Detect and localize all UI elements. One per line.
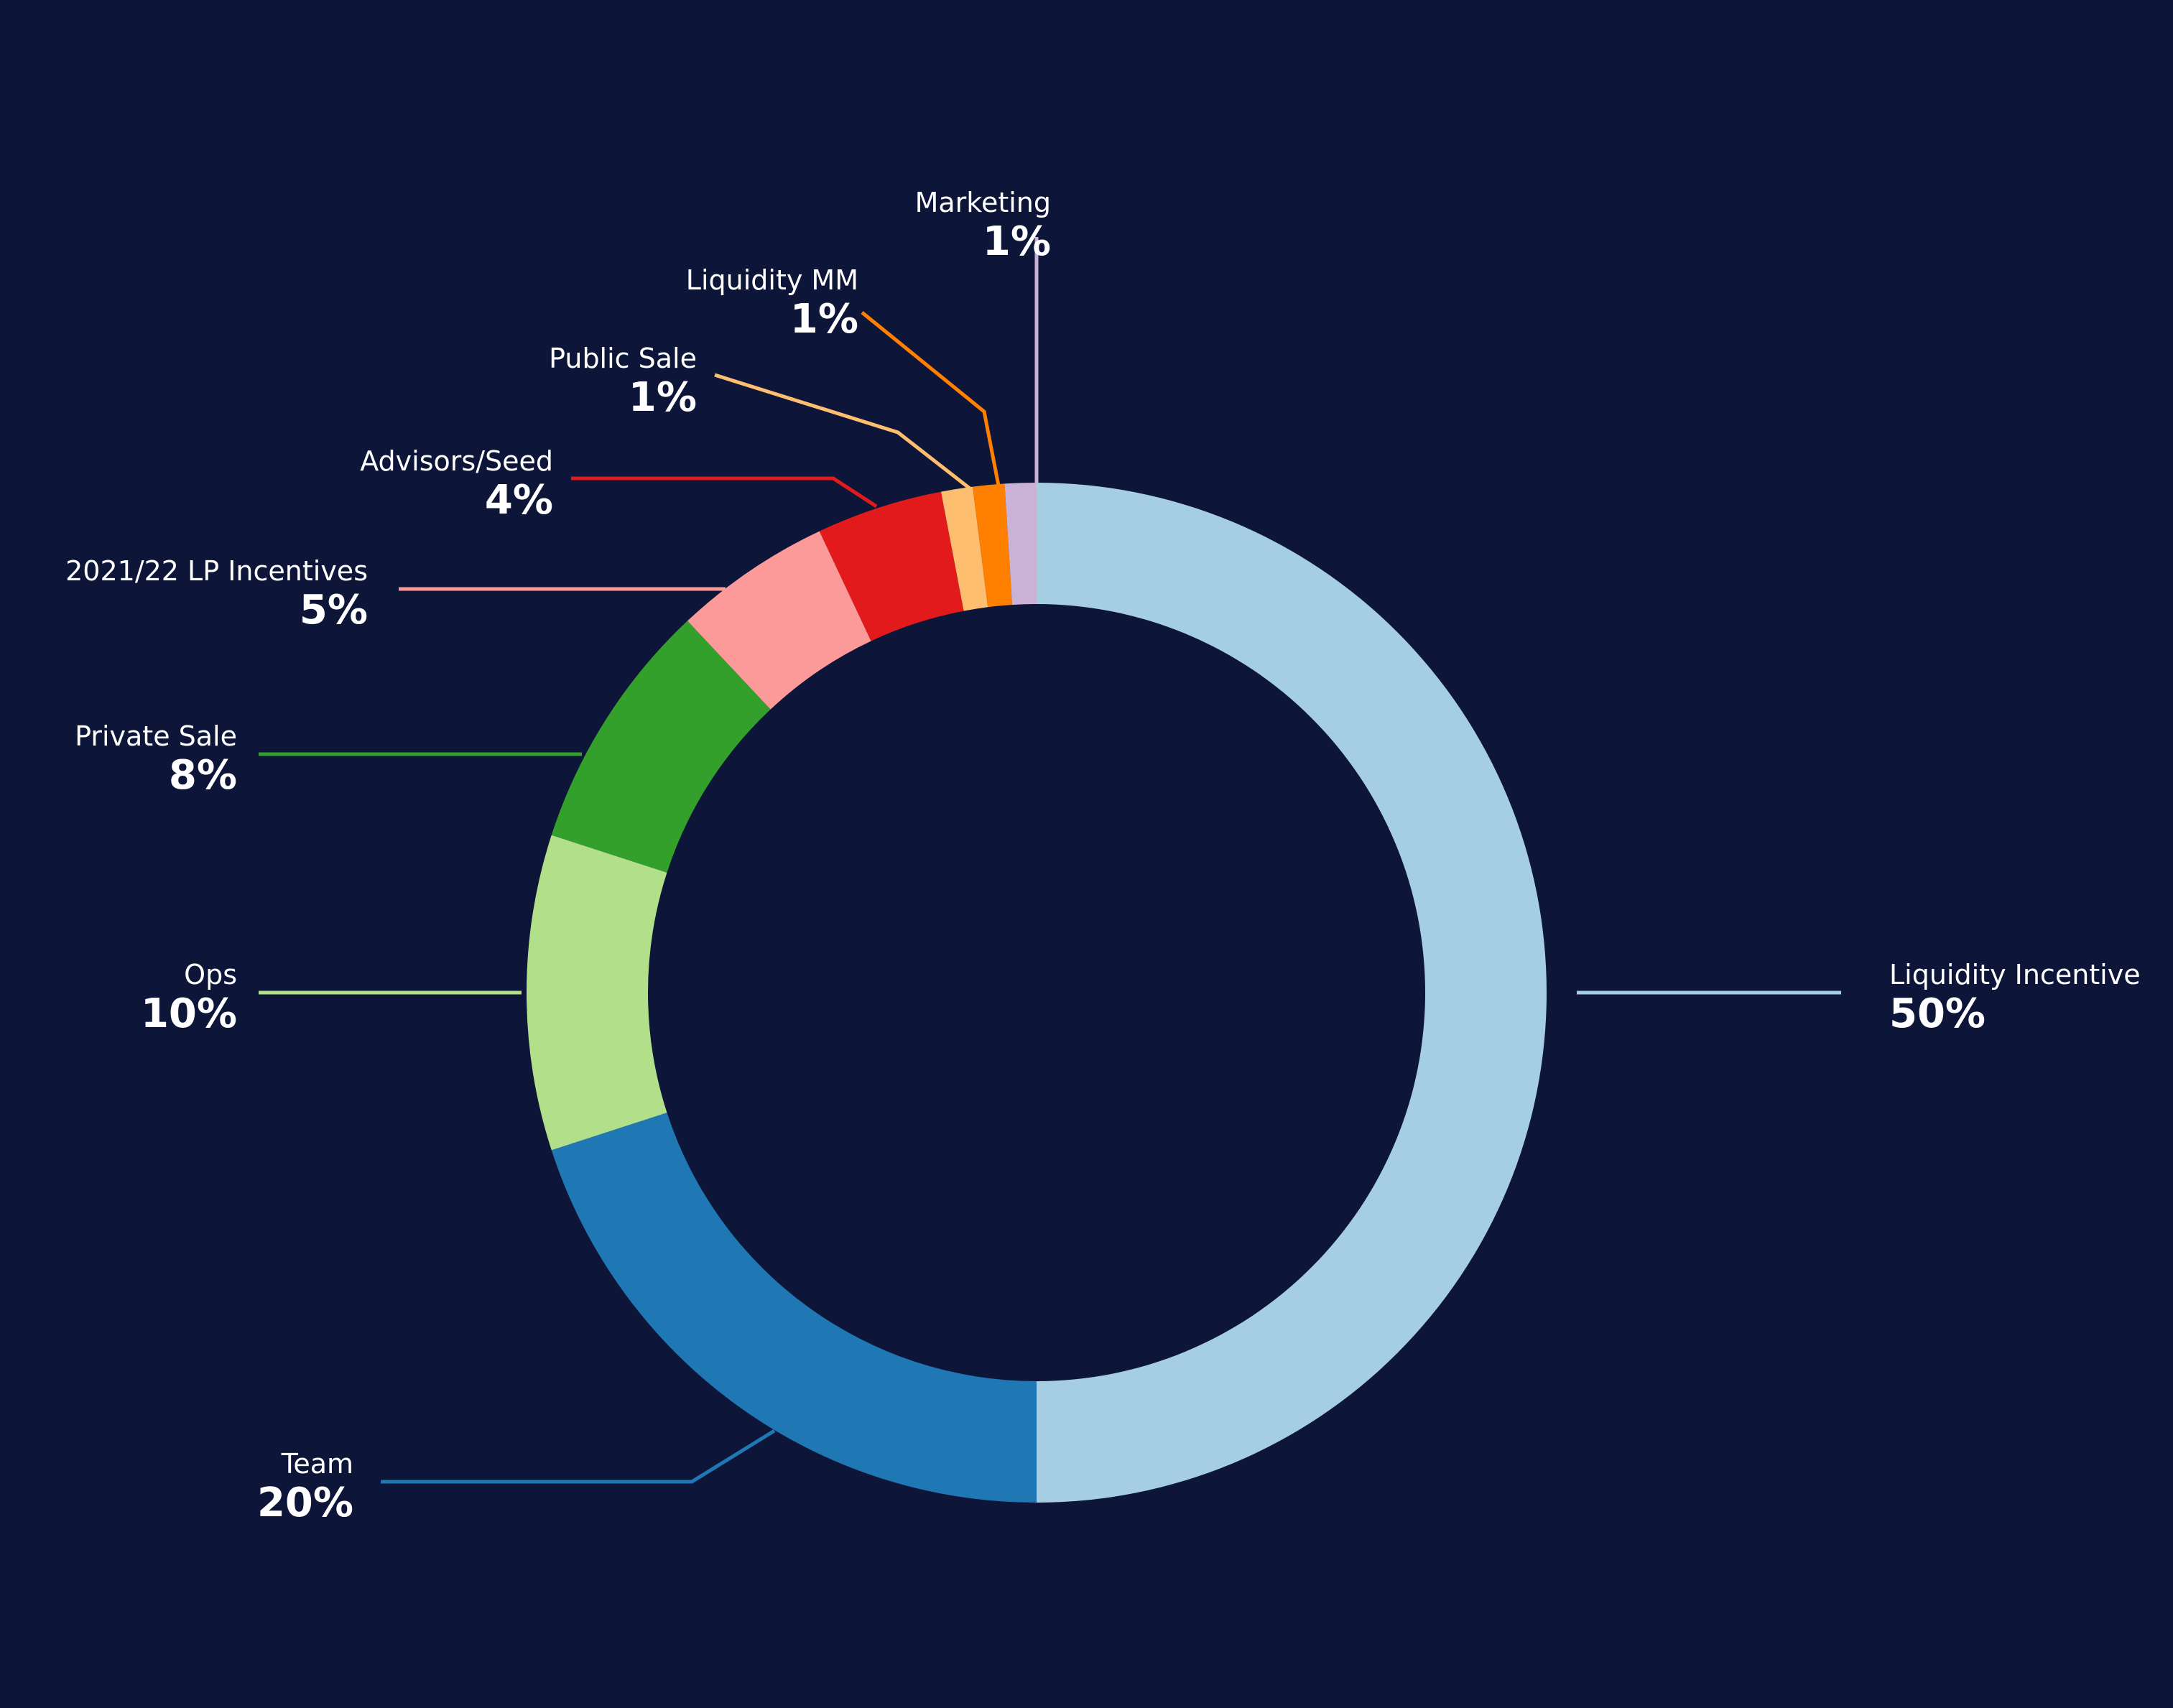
slice-label-value: 20% (257, 1480, 353, 1526)
slice-marketing (1004, 483, 1037, 605)
slice-label-name: Ops (184, 959, 237, 990)
slice-private-sale (551, 621, 771, 873)
slice-label-name: Advisors/Seed (360, 445, 553, 477)
slice-label-name: 2021/22 LP Incentives (65, 555, 368, 587)
slice-label-value: 1% (790, 296, 858, 343)
leader-line-public-sale (714, 373, 971, 490)
slice-label-value: 1% (983, 218, 1051, 265)
slice-label-name: Private Sale (75, 720, 237, 752)
slice-liquidity-incentive (1037, 483, 1547, 1503)
slice-advisors-seed (819, 491, 964, 641)
slice-label-name: Liquidity Incentive (1889, 959, 2141, 990)
slice-label-value: 4% (485, 477, 553, 524)
slice-2021-22-lp-incentives (687, 531, 871, 710)
slice-label-name: Team (281, 1448, 353, 1480)
slice-label-name: Marketing (915, 187, 1051, 218)
slice-liquidity-mm (973, 483, 1013, 608)
slice-team (551, 1113, 1037, 1503)
donut-slices (527, 483, 1547, 1503)
leader-lines (259, 237, 1841, 1484)
slice-label-name: Liquidity MM (686, 264, 858, 296)
slice-label-value: 50% (1889, 990, 1986, 1037)
slice-label-value: 1% (629, 374, 697, 421)
slice-label-value: 10% (141, 990, 237, 1037)
slice-label-name: Public Sale (549, 343, 697, 374)
leader-line-liquidity-mm (861, 311, 1001, 486)
leader-line-advisors-seed (571, 476, 878, 509)
slice-label-value: 5% (300, 587, 368, 633)
leader-line-team (381, 1429, 776, 1484)
slice-ops (527, 835, 667, 1151)
slice-label-value: 8% (169, 752, 237, 799)
slice-public-sale (940, 486, 988, 611)
